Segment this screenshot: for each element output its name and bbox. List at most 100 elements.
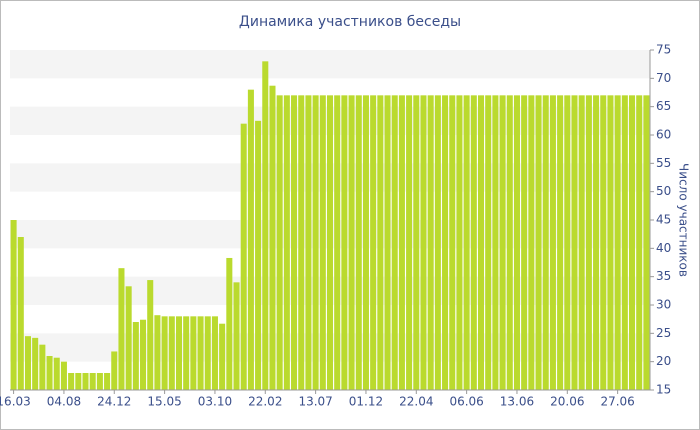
bar	[629, 95, 636, 390]
bar	[240, 123, 247, 391]
bar	[140, 319, 147, 390]
bar	[607, 95, 614, 390]
bar	[456, 95, 463, 390]
bar	[384, 95, 391, 390]
y-tick-label: 60	[656, 128, 671, 142]
bar	[593, 95, 600, 390]
bar	[406, 95, 413, 390]
bar	[334, 95, 341, 390]
x-tick-label: 20.06	[550, 395, 584, 409]
bar	[600, 95, 607, 390]
bar	[312, 95, 319, 390]
bar	[557, 95, 564, 390]
bar	[485, 95, 492, 390]
bar	[578, 95, 585, 390]
bar	[542, 95, 549, 390]
bar	[17, 237, 24, 390]
bar	[96, 373, 103, 390]
bar	[298, 95, 305, 390]
y-tick-label: 75	[656, 43, 671, 57]
bar	[154, 315, 161, 390]
bar	[283, 95, 290, 390]
bar	[449, 95, 456, 390]
bar	[247, 89, 254, 391]
bar	[434, 95, 441, 390]
bar	[175, 316, 183, 390]
bar	[492, 95, 499, 390]
bar	[427, 95, 434, 390]
y-tick-label: 45	[656, 213, 671, 227]
bar	[125, 286, 132, 390]
bar	[226, 257, 233, 390]
bar	[46, 356, 53, 390]
bar	[420, 95, 427, 390]
bar	[118, 268, 125, 390]
bar	[319, 95, 326, 390]
bar	[477, 95, 485, 390]
bar	[255, 120, 262, 390]
x-tick-label: 06.06	[449, 395, 483, 409]
y-tick-label: 70	[656, 71, 671, 85]
x-tick-label: 24.12	[97, 395, 131, 409]
x-tick-label: 16.03	[0, 395, 31, 409]
bar	[233, 282, 240, 390]
bar	[132, 322, 139, 390]
x-tick-label: 22.04	[399, 395, 433, 409]
bar	[183, 316, 190, 390]
bar	[89, 373, 96, 390]
x-tick-label: 13.06	[500, 395, 534, 409]
bar	[161, 316, 168, 390]
bar	[442, 95, 449, 390]
bar	[643, 95, 650, 390]
x-tick-label: 03.10	[198, 395, 232, 409]
bar	[219, 323, 226, 390]
bar	[636, 95, 643, 390]
bar	[305, 95, 312, 390]
bar	[262, 61, 269, 390]
y-tick-label: 20	[656, 354, 671, 368]
bar	[463, 95, 470, 390]
bar	[370, 95, 377, 390]
bar	[513, 95, 520, 390]
bar	[269, 85, 276, 390]
x-tick-label: 01.12	[349, 395, 383, 409]
bar	[68, 373, 75, 390]
bar	[362, 95, 369, 390]
y-tick-label: 50	[656, 184, 671, 198]
bar	[204, 316, 211, 390]
x-tick-label: 13.07	[298, 395, 332, 409]
bar	[549, 95, 556, 390]
bar	[621, 95, 628, 390]
bar	[111, 351, 118, 390]
grid-band	[10, 50, 650, 79]
bar	[355, 95, 362, 390]
y-tick-label: 15	[656, 383, 671, 397]
bar	[506, 95, 513, 390]
bar	[291, 95, 298, 390]
bar	[398, 95, 405, 390]
bar	[521, 95, 528, 390]
bar	[211, 316, 218, 390]
bar	[470, 95, 477, 390]
bar	[535, 95, 542, 390]
y-tick-label: 25	[656, 326, 671, 340]
bar	[585, 95, 592, 390]
bar	[528, 95, 535, 390]
chart-title: Динамика участников беседы	[239, 14, 461, 30]
bar	[276, 95, 283, 390]
bar	[341, 95, 348, 390]
x-tick-label: 15.05	[147, 395, 181, 409]
x-tick-label: 27.06	[600, 395, 634, 409]
y-tick-label: 35	[656, 269, 671, 283]
y-tick-label: 30	[656, 298, 671, 312]
bar	[499, 95, 506, 390]
bar	[197, 316, 204, 390]
y-tick-label: 40	[656, 241, 671, 255]
y-tick-label: 55	[656, 156, 671, 170]
bar	[377, 95, 384, 390]
bar	[82, 373, 89, 390]
bar	[190, 316, 197, 390]
bar	[32, 337, 39, 390]
x-tick-label: 04.08	[47, 395, 81, 409]
